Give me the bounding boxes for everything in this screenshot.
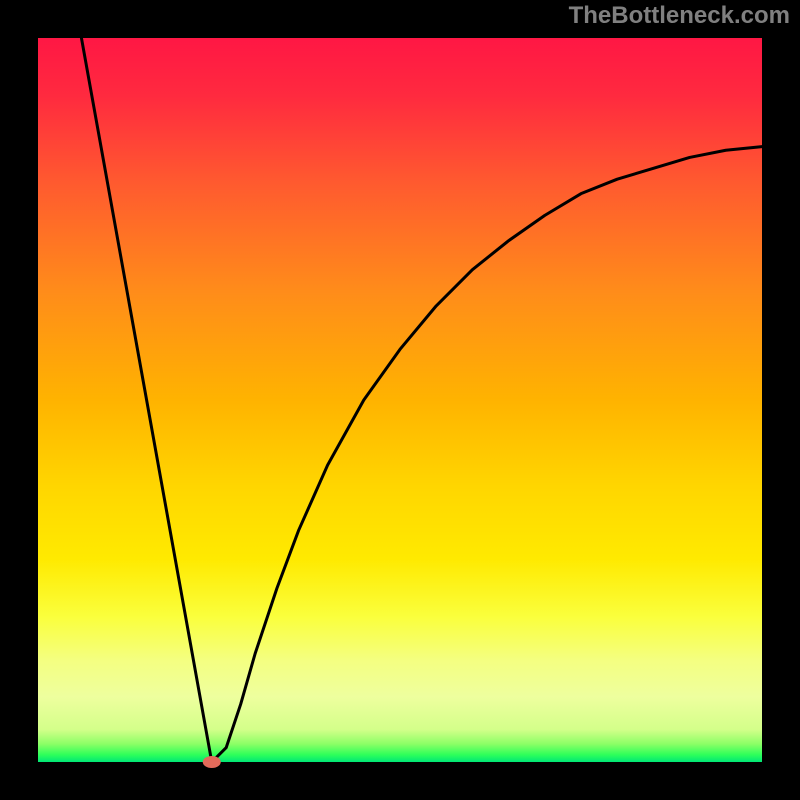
chart-svg bbox=[0, 0, 800, 800]
minimum-marker bbox=[203, 756, 221, 768]
watermark-text: TheBottleneck.com bbox=[569, 2, 790, 30]
bottleneck-chart: TheBottleneck.com bbox=[0, 0, 800, 800]
